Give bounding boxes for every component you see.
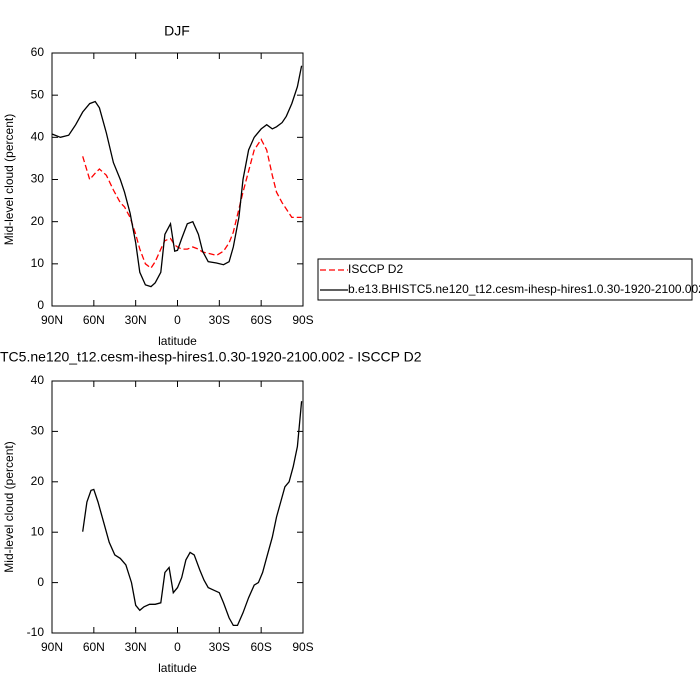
y-tick-label: 10 [31, 524, 45, 538]
plot-frame [51, 52, 304, 307]
y-tick-label: 20 [31, 214, 45, 228]
x-axis-label: latitude [158, 334, 197, 348]
x-tick-label: 90S [292, 640, 313, 654]
y-tick-label: 10 [31, 256, 45, 270]
x-axis-label: latitude [158, 661, 197, 675]
x-tick-label: 30N [125, 313, 147, 327]
x-tick-label: 30S [209, 313, 230, 327]
x-tick-label: 60N [83, 313, 105, 327]
x-tick-label: 0 [174, 640, 181, 654]
data-line [82, 138, 302, 270]
y-tick-label: 40 [31, 373, 45, 387]
x-tick-label: 0 [174, 313, 181, 327]
x-tick-label: 30S [209, 640, 230, 654]
y-tick-label: -10 [27, 625, 45, 639]
x-tick-label: 90S [292, 313, 313, 327]
x-tick-label: 60S [250, 640, 271, 654]
x-tick-label: 30N [125, 640, 147, 654]
y-axis-label: Mid-level cloud (percent) [2, 114, 16, 245]
legend-label: ISCCP D2 [348, 262, 403, 276]
y-tick-label: 0 [37, 298, 44, 312]
y-tick-label: 0 [37, 575, 44, 589]
y-tick-label: 20 [31, 474, 45, 488]
legend-label: b.e13.BHISTC5.ne120_t12.cesm-ihesp-hires… [348, 282, 700, 296]
x-tick-label: 60N [83, 640, 105, 654]
y-tick-label: 30 [31, 172, 45, 186]
y-tick-label: 60 [31, 45, 45, 59]
plot-frame [51, 380, 304, 634]
data-line [82, 401, 303, 627]
legend-box [317, 258, 693, 301]
y-axis-label: Mid-level cloud (percent) [2, 441, 16, 572]
x-tick-label: 60S [250, 313, 271, 327]
data-line [51, 65, 303, 288]
chart-title: DJF [164, 23, 190, 39]
x-tick-label: 90N [41, 640, 63, 654]
x-tick-label: 90N [41, 313, 63, 327]
y-tick-label: 50 [31, 87, 45, 101]
y-tick-label: 30 [31, 424, 45, 438]
chart-title: TC5.ne120_t12.cesm-ihesp-hires1.0.30-192… [0, 349, 422, 365]
y-tick-label: 40 [31, 130, 45, 144]
